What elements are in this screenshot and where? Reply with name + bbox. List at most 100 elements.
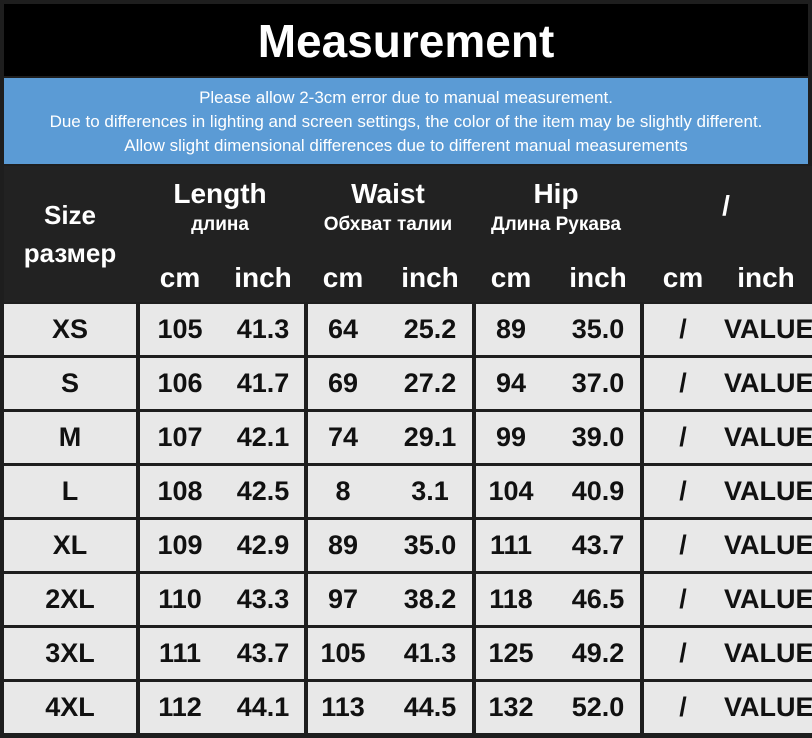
cell: 42.9 — [236, 530, 290, 560]
cell: 27.2 — [403, 368, 457, 398]
cell-bg — [308, 304, 472, 355]
cell: VALUE — [724, 368, 812, 398]
cell-bg — [644, 628, 812, 679]
cell: L — [61, 476, 79, 506]
cell-bg — [308, 628, 472, 679]
cell: / — [679, 422, 687, 452]
column-subheader: Длина Рукава — [491, 214, 621, 235]
cell-bg — [4, 304, 136, 355]
cell: 52.0 — [571, 692, 625, 722]
cell-bg — [140, 466, 304, 517]
cell-bg — [308, 574, 472, 625]
column-header: / — [722, 190, 730, 221]
cell: 99 — [495, 422, 527, 452]
cell: VALUE — [724, 314, 812, 344]
cell-bg — [476, 682, 640, 733]
unit-header: inch — [401, 262, 459, 293]
cell: 35.0 — [403, 530, 457, 560]
cell-bg — [476, 358, 640, 409]
cell: 132 — [488, 692, 534, 722]
cell-bg — [308, 682, 472, 733]
cell: M — [58, 422, 82, 452]
title: Measurement — [257, 15, 555, 67]
cell: 64 — [327, 314, 359, 344]
unit-header: inch — [737, 262, 795, 293]
cell: 111 — [489, 530, 533, 560]
cell: 42.1 — [236, 422, 290, 452]
cell: 94 — [495, 368, 527, 398]
column-subheader: длина — [191, 214, 249, 235]
cell-bg — [140, 412, 304, 463]
unit-header: inch — [234, 262, 292, 293]
cell: 106 — [157, 368, 203, 398]
column-header: Length — [173, 178, 267, 209]
cell-bg — [476, 304, 640, 355]
cell: 43.7 — [571, 530, 625, 560]
cell: / — [679, 476, 687, 506]
cell: 105 — [320, 638, 366, 668]
cell-bg — [140, 520, 304, 571]
cell-bg — [644, 574, 812, 625]
cell: 105 — [157, 314, 203, 344]
cell: 41.3 — [236, 314, 290, 344]
cell: 110 — [158, 584, 202, 614]
cell: VALUE — [724, 584, 812, 614]
cell: 49.2 — [571, 638, 625, 668]
cell-bg — [476, 628, 640, 679]
cell: XS — [51, 314, 89, 344]
cell-bg — [4, 682, 136, 733]
header-bg — [4, 166, 812, 302]
size-header: Size — [43, 200, 97, 230]
size-header-sub: размер — [23, 238, 117, 268]
title-bar — [4, 4, 808, 76]
cell: 43.7 — [236, 638, 290, 668]
cell: 89 — [495, 314, 527, 344]
cell: 118 — [489, 584, 533, 614]
cell: 40.9 — [571, 476, 625, 506]
cell-bg — [476, 574, 640, 625]
cell-bg — [476, 466, 640, 517]
cell-bg — [4, 358, 136, 409]
cell: / — [679, 638, 687, 668]
cell: 125 — [488, 638, 534, 668]
cell: 74 — [327, 422, 359, 452]
cell: 39.0 — [571, 422, 625, 452]
cell: 37.0 — [571, 368, 625, 398]
cell: 46.5 — [571, 584, 625, 614]
cell-bg — [4, 412, 136, 463]
cell: 29.1 — [403, 422, 457, 452]
cell: VALUE — [724, 692, 812, 722]
cell: 112 — [158, 692, 202, 722]
unit-header: cm — [322, 262, 364, 293]
cell: 41.7 — [236, 368, 290, 398]
cell: / — [679, 584, 687, 614]
cell-bg — [140, 304, 304, 355]
cell: 111 — [158, 638, 202, 668]
unit-header: cm — [662, 262, 704, 293]
cell: VALUE — [724, 476, 812, 506]
cell: 89 — [327, 530, 359, 560]
cell: 38.2 — [403, 584, 457, 614]
cell-bg — [140, 574, 304, 625]
cell: VALUE — [724, 638, 812, 668]
cell: / — [679, 314, 687, 344]
cell: VALUE — [724, 422, 812, 452]
cell-bg — [4, 520, 136, 571]
cell: / — [679, 368, 687, 398]
cell: 42.5 — [236, 476, 290, 506]
cell: 44.5 — [403, 692, 457, 722]
cell: 3XL — [45, 638, 95, 668]
cell-bg — [4, 574, 136, 625]
cell-bg — [308, 358, 472, 409]
cell-bg — [644, 682, 812, 733]
column-header: Waist — [351, 178, 425, 209]
cell: XL — [52, 530, 88, 560]
cell: S — [60, 368, 79, 398]
note: Please allow 2-3cm error due to manual m… — [199, 88, 613, 107]
cell: 97 — [327, 584, 359, 614]
notes-band — [4, 78, 808, 164]
column-subheader: Обхват талии — [323, 214, 453, 235]
cell: 2XL — [45, 584, 95, 614]
unit-header: cm — [159, 262, 201, 293]
